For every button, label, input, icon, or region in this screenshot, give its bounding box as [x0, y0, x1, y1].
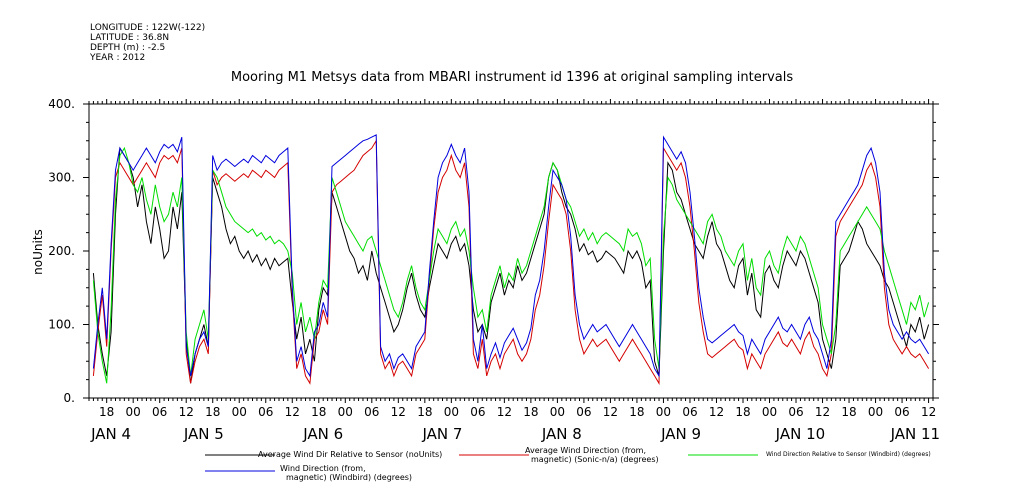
x-tick-label: 00: [126, 405, 141, 419]
x-tick-label: 00: [762, 405, 777, 419]
series-line-3: [92, 146, 930, 384]
y-tick-label: 100.: [48, 318, 75, 332]
x-tick-label: 12: [815, 405, 830, 419]
x-ticks-layer: 18 00 06 12 18 00 06 12 18 00 06 12 18 00 06 12 18 00 06 12…: [90, 405, 940, 443]
axes-layer: 0. 100. 200. 300. 400.: [48, 97, 939, 405]
day-label: JAN 8: [541, 425, 582, 443]
series-line-4: [92, 134, 930, 378]
legend-label-3: Wind Direction Relative to Sensor (Windb…: [766, 451, 931, 458]
x-tick-label: 12: [391, 405, 406, 419]
day-label: JAN 11: [890, 425, 941, 443]
x-tick-label: 00: [232, 405, 247, 419]
x-tick-label: 18: [735, 405, 750, 419]
chart-title: Mooring M1 Metsys data from MBARI instru…: [231, 70, 793, 85]
legend-label-4: magnetic) (Windbird) (degrees): [286, 473, 412, 482]
x-tick-label: 18: [841, 405, 856, 419]
y-tick-label: 200.: [48, 244, 75, 258]
day-label: JAN 7: [422, 425, 463, 443]
x-tick-label: 18: [99, 405, 114, 419]
longitude-label: LONGITUDE : 122W(-122): [90, 23, 205, 33]
legend-label-4: Wind Direction (from,: [280, 464, 366, 473]
legend-label-1: Average Wind Dir Relative to Sensor (noU…: [258, 450, 442, 459]
y-axis-label: noUnits: [31, 229, 45, 275]
x-tick-label: 00: [656, 405, 671, 419]
x-tick-label: 18: [311, 405, 326, 419]
legend-label-2: magnetic) (Sonic-n/a) (degrees): [531, 455, 659, 464]
x-tick-label: 06: [894, 405, 909, 419]
x-tick-label: 00: [550, 405, 565, 419]
x-tick-label: 06: [470, 405, 485, 419]
x-tick-label: 18: [523, 405, 538, 419]
x-tick-label: 00: [338, 405, 353, 419]
series-line-2: [92, 139, 930, 386]
x-tick-label: 06: [788, 405, 803, 419]
day-label: JAN 10: [775, 425, 826, 443]
x-tick-label: 00: [444, 405, 459, 419]
x-tick-label: 06: [364, 405, 379, 419]
y-tick-label: 400.: [48, 97, 75, 111]
day-label: JAN 5: [183, 425, 224, 443]
day-label: JAN 6: [302, 425, 343, 443]
x-tick-label: 06: [152, 405, 167, 419]
y-tick-label: 0.: [64, 391, 75, 405]
legend: Average Wind Dir Relative to Sensor (noU…: [205, 446, 931, 482]
y-tick-label: 300.: [48, 171, 75, 185]
plot-frame: [88, 103, 934, 399]
x-tick-label: 12: [497, 405, 512, 419]
x-tick-label: 06: [258, 405, 273, 419]
x-tick-label: 00: [868, 405, 883, 419]
day-label: JAN 9: [660, 425, 701, 443]
day-label: JAN 4: [90, 425, 131, 443]
x-tick-label: 12: [709, 405, 724, 419]
x-tick-label: 18: [629, 405, 644, 419]
series-line-1: [92, 146, 930, 384]
x-tick-label: 12: [285, 405, 300, 419]
x-tick-label: 12: [179, 405, 194, 419]
x-tick-label: 18: [417, 405, 432, 419]
series-layer: [92, 134, 930, 386]
x-tick-label: 06: [682, 405, 697, 419]
x-tick-label: 06: [576, 405, 591, 419]
x-tick-label: 12: [603, 405, 618, 419]
year-label: YEAR : 2012: [89, 53, 145, 63]
legend-label-2: Average Wind Direction (from,: [525, 446, 646, 455]
x-tick-label: 18: [205, 405, 220, 419]
depth-label: DEPTH (m) : -2.5: [90, 43, 165, 53]
x-tick-label: 12: [921, 405, 936, 419]
latitude-label: LATITUDE : 36.8N: [90, 33, 169, 43]
